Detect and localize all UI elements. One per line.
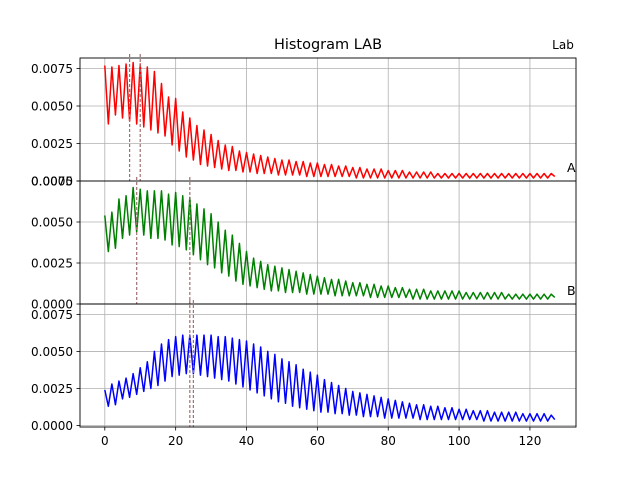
x-tick-label: 80 (381, 434, 396, 448)
panel-side-label: B (567, 283, 576, 298)
y-tick-label: 0.0025 (31, 382, 73, 396)
corner-label: Lab (552, 38, 574, 52)
series-line (104, 61, 556, 179)
y-tick-label: 0.0000 (31, 298, 73, 312)
y-tick-label: 0.0075 (31, 62, 73, 76)
y-tick-label: 0.0075 (31, 308, 73, 322)
panel-3: 0.0000 0.0025 0.0050 0.0075 (31, 300, 577, 433)
y-tick-label: 0.0050 (31, 100, 73, 114)
x-tick-label: 120 (518, 434, 541, 448)
x-axis: 0 20 40 60 80 100 120 (101, 427, 541, 448)
series-line (104, 334, 556, 422)
panels-group: 0.00000.00250.00500.0075A0.00000.00250.0… (31, 54, 577, 433)
y-tick-label: 0.0000 (31, 419, 73, 433)
y-tick-label: 0.0050 (31, 216, 73, 230)
panel-2: 0.0000 0.0025 0.0050 0.0075 B (31, 175, 577, 312)
y-tick-label: 0.0025 (31, 257, 73, 271)
y-tick-label: 0.0050 (31, 345, 73, 359)
x-tick-label: 20 (168, 434, 183, 448)
y-tick-label: 0.0025 (31, 137, 73, 151)
series-line (104, 186, 556, 300)
y-tick-label: 0.0000 (31, 175, 73, 189)
chart-title: Histogram LAB (274, 37, 382, 53)
y-tick-label: 0.0075 (31, 175, 73, 189)
x-tick-label: 100 (448, 434, 471, 448)
x-tick-label: 60 (310, 434, 325, 448)
panel-frame (79, 303, 577, 428)
x-tick-label: 0 (101, 434, 109, 448)
panel-side-label: A (567, 160, 576, 175)
x-tick-label: 40 (239, 434, 254, 448)
